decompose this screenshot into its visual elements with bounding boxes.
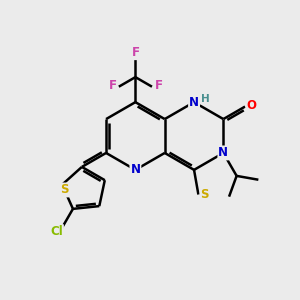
Text: O: O bbox=[247, 99, 256, 112]
Text: F: F bbox=[131, 46, 140, 59]
Text: Cl: Cl bbox=[50, 225, 63, 238]
Text: N: N bbox=[218, 146, 228, 159]
Text: F: F bbox=[154, 79, 163, 92]
Text: F: F bbox=[109, 79, 117, 92]
Text: N: N bbox=[189, 96, 199, 109]
Text: S: S bbox=[60, 184, 69, 196]
Text: N: N bbox=[130, 164, 140, 176]
Text: S: S bbox=[201, 188, 209, 201]
Text: H: H bbox=[201, 94, 210, 103]
